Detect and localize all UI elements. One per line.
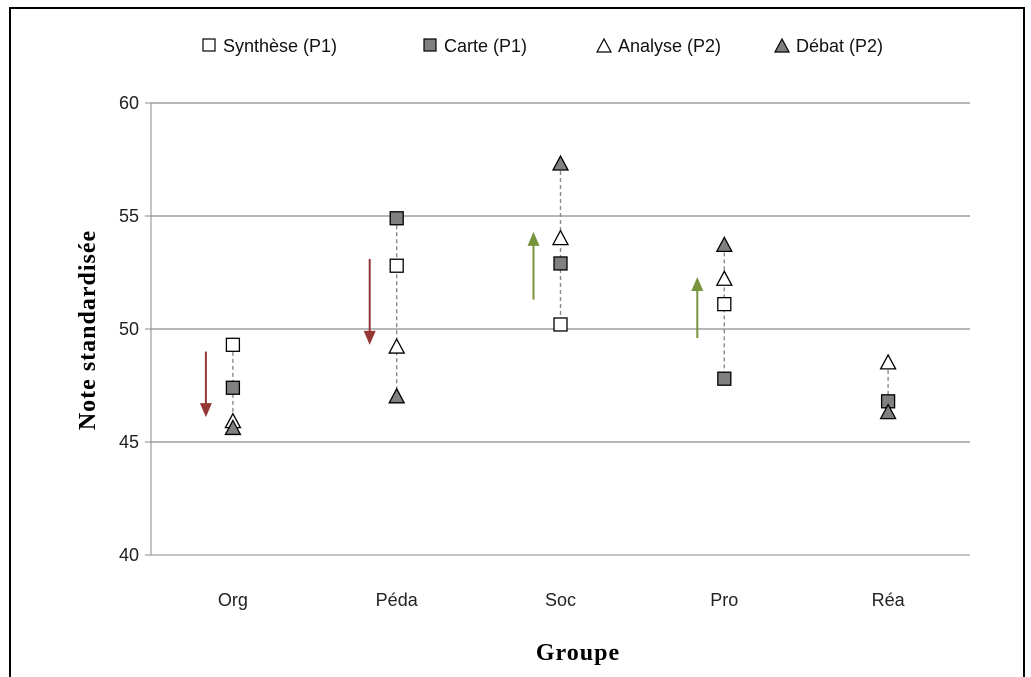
range-lines [232,164,889,429]
data-point-square [225,380,241,395]
x-tick-label: Soc [545,590,576,610]
y-tick-label: 55 [119,206,139,226]
data-point-triangle [715,269,733,286]
legend-item-debat: Débat (P2) [773,36,883,56]
chart-frame [9,7,1025,677]
data-point-triangle [224,419,242,436]
data-point-square [389,211,404,226]
legend-marker-synthese [202,38,216,52]
data-point-square [225,337,241,352]
data-point-square [389,258,404,273]
data-point-triangle [715,236,733,253]
legend: Synthèse (P1) Carte (P1) Analyse (P2) Dé… [202,36,883,56]
legend-marker-debat [773,37,791,53]
data-point-triangle [879,403,897,420]
x-tick-label: Org [218,590,248,610]
legend-label-analyse: Analyse (P2) [618,36,721,56]
trend-arrow [691,277,704,339]
data-point-triangle [551,154,570,171]
legend-marker-carte [423,38,437,52]
y-tick-label: 45 [119,432,139,452]
legend-item-synthese: Synthèse (P1) [202,36,337,56]
y-tick-label: 60 [119,93,139,113]
data-point-square [553,317,568,332]
trend-arrow [363,258,376,345]
legend-label-carte: Carte (P1) [444,36,527,56]
x-tick-label: Réa [872,590,906,610]
trend-arrow [199,351,212,418]
legend-item-carte: Carte (P1) [423,36,527,56]
trend-arrow [527,231,540,300]
data-point-square [553,256,568,271]
data-point-square [717,296,732,312]
y-tick-labels: 40 45 50 55 60 [119,93,151,565]
x-tick-labels: Org Péda Soc Pro Réa [218,590,906,610]
x-axis-title: Groupe [536,640,620,666]
x-tick-label: Pro [710,590,738,610]
trend-arrows [199,231,704,418]
legend-label-synthese: Synthèse (P1) [223,36,337,56]
data-points [224,154,897,436]
data-point-triangle [879,353,897,370]
y-tick-label: 40 [119,545,139,565]
legend-item-analyse: Analyse (P2) [595,36,721,56]
x-tick-label: Péda [376,590,419,610]
legend-label-debat: Débat (P2) [796,36,883,56]
legend-marker-analyse [595,37,613,53]
data-point-triangle [388,387,406,404]
y-tick-label: 50 [119,319,139,339]
data-point-triangle [551,229,570,246]
y-axis-title: Note standardisée [75,230,101,430]
data-point-triangle [388,337,406,354]
data-point-square [717,371,732,386]
